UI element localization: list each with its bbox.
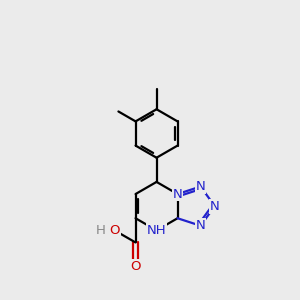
Text: N: N [210, 200, 220, 213]
Text: NH: NH [147, 224, 166, 237]
Text: H: H [95, 224, 105, 237]
Text: N: N [196, 219, 206, 232]
Text: O: O [130, 260, 141, 273]
Text: N: N [172, 188, 182, 200]
Text: N: N [196, 180, 206, 193]
Text: O: O [109, 224, 120, 237]
